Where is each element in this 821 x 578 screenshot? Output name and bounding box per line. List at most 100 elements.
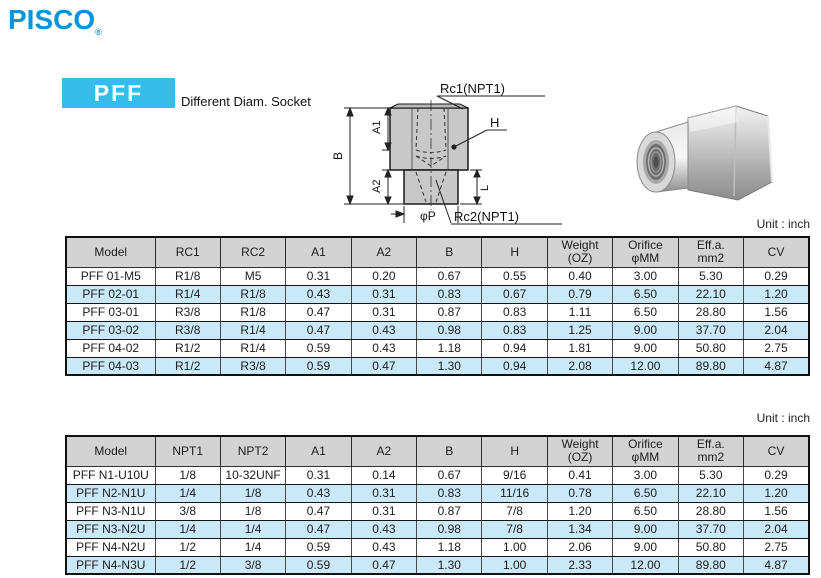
table-cell: 0.43 xyxy=(285,284,352,304)
table-cell: PFF N1-U10U xyxy=(65,465,156,485)
column-header: CV xyxy=(743,236,810,268)
column-header: RC1 xyxy=(154,236,221,268)
table-cell: 0.83 xyxy=(481,302,548,322)
table-cell: 1/4 xyxy=(219,537,287,557)
table-cell: 11/16 xyxy=(481,483,548,503)
table-cell: 6.50 xyxy=(612,302,679,322)
table-cell: 1.00 xyxy=(481,537,548,557)
series-title: Different Diam. Socket xyxy=(181,94,311,109)
table-cell: 0.47 xyxy=(285,320,352,340)
table-cell: 50.80 xyxy=(677,338,745,358)
unit-note-rc: Unit : inch xyxy=(756,217,810,231)
table-cell: 12.00 xyxy=(612,356,679,376)
table-cell: 1.30 xyxy=(416,356,483,376)
table-cell: 6.50 xyxy=(612,501,679,521)
table-cell: R1/8 xyxy=(219,302,287,322)
table-cell: 1.56 xyxy=(743,302,810,322)
table-cell: PFF N4-N3U xyxy=(65,555,156,575)
product-photo-svg xyxy=(636,105,773,201)
table-cell: 1.18 xyxy=(416,338,483,358)
table-cell: 1/4 xyxy=(219,519,287,539)
table-cell: PFF 04-02 xyxy=(65,338,156,358)
table-cell: 1/4 xyxy=(154,483,221,503)
column-header: Weight (OZ) xyxy=(546,236,614,268)
column-header: A1 xyxy=(285,435,352,467)
table-cell: R1/8 xyxy=(154,266,221,286)
column-header: A1 xyxy=(285,236,352,268)
table-cell: R1/2 xyxy=(154,356,221,376)
table-cell: 3/8 xyxy=(219,555,287,575)
table-cell: 0.43 xyxy=(350,320,418,340)
table-cell: PFF 02-01 xyxy=(65,284,156,304)
table-cell: 1.81 xyxy=(546,338,614,358)
table-cell: 0.79 xyxy=(546,284,614,304)
dim-a2-label: A2 xyxy=(371,180,383,193)
table-cell: 3.00 xyxy=(612,465,679,485)
dim-b-label: B xyxy=(331,152,345,160)
table-cell: 0.31 xyxy=(350,284,418,304)
table-cell: 0.29 xyxy=(743,266,810,286)
table-cell: 10-32UNF xyxy=(219,465,287,485)
table-cell: 0.59 xyxy=(285,356,352,376)
table-cell: 6.50 xyxy=(612,483,679,503)
table-row: PFF 04-02 R1/2 R1/4 0.59 0.43 1.18 0.94 1.81 9.0… xyxy=(65,338,810,358)
table-cell: 0.43 xyxy=(350,338,418,358)
table-cell: R1/2 xyxy=(154,338,221,358)
table-cell: PFF N2-N1U xyxy=(65,483,156,503)
table-cell: 1/2 xyxy=(154,537,221,557)
dimension-drawing: B A1 A2 L φP Rc1(NPT1) H Rc2(NPT1) xyxy=(330,80,580,235)
table-row: PFF N1-U10U 1/8 10-32UNF 0.31 0.14 0.67 9/16 0.… xyxy=(65,465,810,485)
product-photo xyxy=(616,96,794,225)
column-header: H xyxy=(481,236,548,268)
upper-body-outline xyxy=(389,103,469,171)
table-cell: 2.06 xyxy=(546,537,614,557)
table-cell: 1.34 xyxy=(546,519,614,539)
table-cell: 0.43 xyxy=(350,537,418,557)
table-row: PFF N3-N2U 1/4 1/4 0.47 0.43 0.98 7/8 1.34 9.00 3… xyxy=(65,519,810,539)
table-cell: 5.30 xyxy=(677,266,745,286)
column-header: Model xyxy=(65,435,156,467)
callout-rc1-label: Rc1(NPT1) xyxy=(440,81,505,96)
table-row: PFF 03-02 R3/8 R1/4 0.47 0.43 0.98 0.83 1.25 9.0… xyxy=(65,320,810,340)
table-cell: 1.30 xyxy=(416,555,483,575)
table-cell: R3/8 xyxy=(219,356,287,376)
table-cell: 0.55 xyxy=(481,266,548,286)
table-cell: PFF 04-03 xyxy=(65,356,156,376)
brand-logo-text: PISCO xyxy=(8,4,96,35)
table-cell: 0.47 xyxy=(285,302,352,322)
table-cell: 1.56 xyxy=(743,501,810,521)
table-cell: 9.00 xyxy=(612,338,679,358)
table-cell: 1.20 xyxy=(743,483,810,503)
table-cell: 1.00 xyxy=(481,555,548,575)
table-cell: 0.78 xyxy=(546,483,614,503)
rc-spec-table-wrap: Model RC1 RC2 A1 A2 B H Weight (OZ) Orifice φMM E… xyxy=(65,236,810,376)
table-cell: 3.00 xyxy=(612,266,679,286)
table-cell: 0.83 xyxy=(481,320,548,340)
table-cell: 2.75 xyxy=(743,537,810,557)
table-cell: 9.00 xyxy=(612,519,679,539)
column-header: Weight (OZ) xyxy=(546,435,614,467)
table-cell: 22.10 xyxy=(677,483,745,503)
table-cell: 4.87 xyxy=(743,555,810,575)
header-row: Model RC1 RC2 A1 A2 B H Weight (OZ) Orifice φMM E… xyxy=(65,236,810,268)
table-cell: 0.31 xyxy=(350,483,418,503)
table-cell: 0.43 xyxy=(350,519,418,539)
table-cell: R1/8 xyxy=(219,284,287,304)
table-row: PFF 03-01 R3/8 R1/8 0.47 0.31 0.87 0.83 1.11 6.5… xyxy=(65,302,810,322)
table-cell: 7/8 xyxy=(481,519,548,539)
column-header: NPT1 xyxy=(154,435,221,467)
table-row: PFF 02-01 R1/4 R1/8 0.43 0.31 0.83 0.67 0.79 6.5… xyxy=(65,284,810,304)
table-cell: 0.47 xyxy=(285,501,352,521)
table-cell: R1/4 xyxy=(219,320,287,340)
table-cell: 1/8 xyxy=(219,483,287,503)
table-cell: 1.20 xyxy=(546,501,614,521)
table-cell: 0.87 xyxy=(416,501,483,521)
column-header: CV xyxy=(743,435,810,467)
table-cell: 2.33 xyxy=(546,555,614,575)
table-cell: 1.20 xyxy=(743,284,810,304)
table-row: PFF 04-03 R1/2 R3/8 0.59 0.47 1.30 0.94 2.08 12.… xyxy=(65,356,810,376)
callout-h-label: H xyxy=(490,115,499,130)
table-cell: 5.30 xyxy=(677,465,745,485)
table-cell: 89.80 xyxy=(677,555,745,575)
table-cell: 4.87 xyxy=(743,356,810,376)
